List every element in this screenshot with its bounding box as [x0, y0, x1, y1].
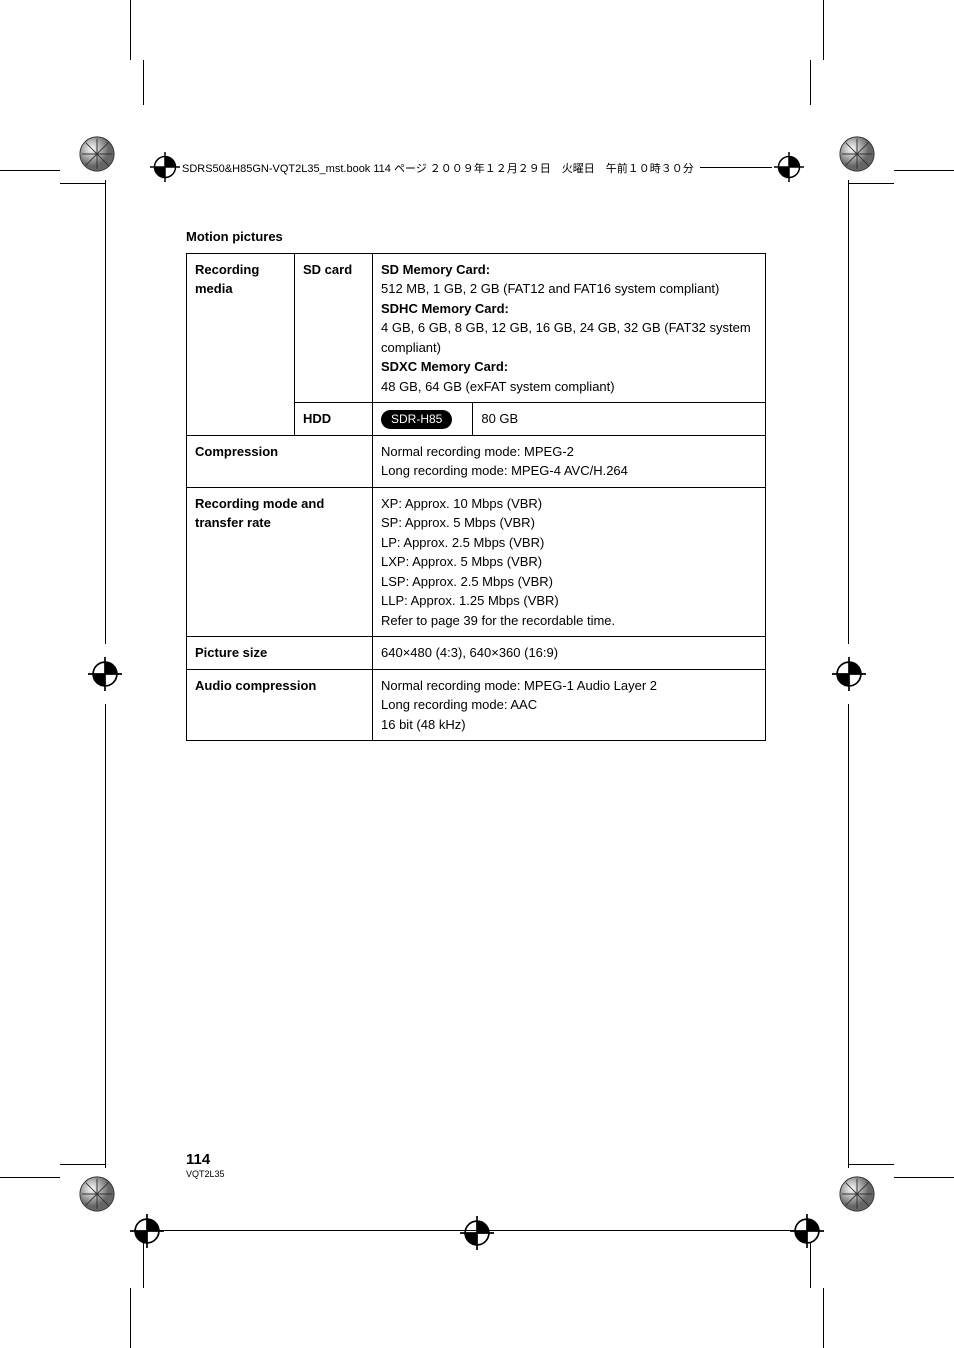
compression-l1: Normal recording mode: MPEG-2 [381, 444, 574, 459]
rec-mode-l2: SP: Approx. 5 Mbps (VBR) [381, 515, 535, 530]
crop-mark [130, 0, 131, 60]
crop-mark [894, 1177, 954, 1178]
audio-l1: Normal recording mode: MPEG-1 Audio Laye… [381, 678, 657, 693]
hdd-label: HDD [295, 403, 373, 436]
crop-mark [0, 1177, 60, 1178]
hdd-body: SDR-H85 80 GB [373, 403, 766, 436]
audio-l3: 16 bit (48 kHz) [381, 717, 466, 732]
frame-line [848, 180, 849, 644]
crop-mark [894, 170, 954, 171]
crop-mark [143, 1243, 144, 1288]
registration-mark-icon [460, 1216, 494, 1250]
audio-l2: Long recording mode: AAC [381, 697, 537, 712]
crop-mark [849, 183, 894, 184]
table-row: Audio compression Normal recording mode:… [187, 669, 766, 741]
header-text-content: SDRS50&H85GN-VQT2L35_mst.book 114 ページ ２０… [182, 160, 700, 176]
picture-size-value: 640×480 (4:3), 640×360 (16:9) [373, 637, 766, 670]
table-row: Compression Normal recording mode: MPEG-… [187, 435, 766, 487]
crop-mark [143, 60, 144, 105]
audio-body: Normal recording mode: MPEG-1 Audio Laye… [373, 669, 766, 741]
page-frame: SDRS50&H85GN-VQT2L35_mst.book 114 ページ ２０… [120, 140, 834, 1208]
corner-ornament-icon [838, 135, 876, 173]
rec-mode-l6: LLP: Approx. 1.25 Mbps (VBR) [381, 593, 559, 608]
rec-mode-label: Recording mode and transfer rate [187, 487, 373, 637]
rec-mode-l4: LXP: Approx. 5 Mbps (VBR) [381, 554, 542, 569]
header-text: SDRS50&H85GN-VQT2L35_mst.book 114 ページ ２０… [182, 160, 772, 176]
sd-card-label: SD card [295, 253, 373, 403]
frame-line [160, 1230, 794, 1231]
rec-mode-l1: XP: Approx. 10 Mbps (VBR) [381, 496, 542, 511]
registration-mark-icon [774, 152, 804, 182]
registration-mark-icon [130, 1214, 164, 1248]
sdhc-mem-label: SDHC Memory Card: [381, 301, 509, 316]
doc-code: VQT2L35 [186, 1169, 225, 1180]
crop-mark [0, 170, 60, 171]
sd-card-body: SD Memory Card: 512 MB, 1 GB, 2 GB (FAT1… [373, 253, 766, 403]
table-row: Picture size 640×480 (4:3), 640×360 (16:… [187, 637, 766, 670]
frame-line [848, 704, 849, 1168]
frame-line [105, 704, 106, 1168]
content-area: Motion pictures Recording media SD card … [186, 228, 766, 741]
page-footer: 114 VQT2L35 [186, 1151, 225, 1180]
registration-mark-icon [790, 1214, 824, 1248]
rec-mode-l5: LSP: Approx. 2.5 Mbps (VBR) [381, 574, 553, 589]
section-title: Motion pictures [186, 228, 766, 247]
rec-mode-body: XP: Approx. 10 Mbps (VBR) SP: Approx. 5 … [373, 487, 766, 637]
crop-mark [823, 1288, 824, 1348]
table-row: Recording mode and transfer rate XP: App… [187, 487, 766, 637]
spec-table: Recording media SD card SD Memory Card: … [186, 253, 766, 742]
crop-mark [810, 60, 811, 105]
crop-mark [60, 183, 105, 184]
sdxc-mem-value: 48 GB, 64 GB (exFAT system compliant) [381, 379, 615, 394]
crop-mark [823, 0, 824, 60]
compression-l2: Long recording mode: MPEG-4 AVC/H.264 [381, 463, 628, 478]
audio-label: Audio compression [187, 669, 373, 741]
registration-mark-icon [150, 152, 180, 182]
registration-mark-icon [832, 657, 866, 691]
compression-body: Normal recording mode: MPEG-2 Long recor… [373, 435, 766, 487]
rec-mode-l3: LP: Approx. 2.5 Mbps (VBR) [381, 535, 544, 550]
corner-ornament-icon [838, 1175, 876, 1213]
compression-label: Compression [187, 435, 373, 487]
frame-line [105, 180, 106, 644]
corner-ornament-icon [78, 1175, 116, 1213]
model-pill: SDR-H85 [381, 410, 452, 429]
crop-mark [60, 1164, 105, 1165]
crop-mark [849, 1164, 894, 1165]
registration-mark-icon [88, 657, 122, 691]
crop-mark [130, 1288, 131, 1348]
corner-ornament-icon [78, 135, 116, 173]
sdhc-mem-value: 4 GB, 6 GB, 8 GB, 12 GB, 16 GB, 24 GB, 3… [381, 320, 751, 355]
picture-size-label: Picture size [187, 637, 373, 670]
sdxc-mem-label: SDXC Memory Card: [381, 359, 508, 374]
page-number: 114 [186, 1151, 225, 1169]
recording-media-label: Recording media [187, 253, 295, 435]
sd-mem-value: 512 MB, 1 GB, 2 GB (FAT12 and FAT16 syst… [381, 281, 719, 296]
hdd-value: 80 GB [481, 411, 518, 426]
table-row: Recording media SD card SD Memory Card: … [187, 253, 766, 403]
sd-mem-label: SD Memory Card: [381, 262, 490, 277]
crop-mark [810, 1243, 811, 1288]
rec-mode-l7: Refer to page 39 for the recordable time… [381, 613, 615, 628]
